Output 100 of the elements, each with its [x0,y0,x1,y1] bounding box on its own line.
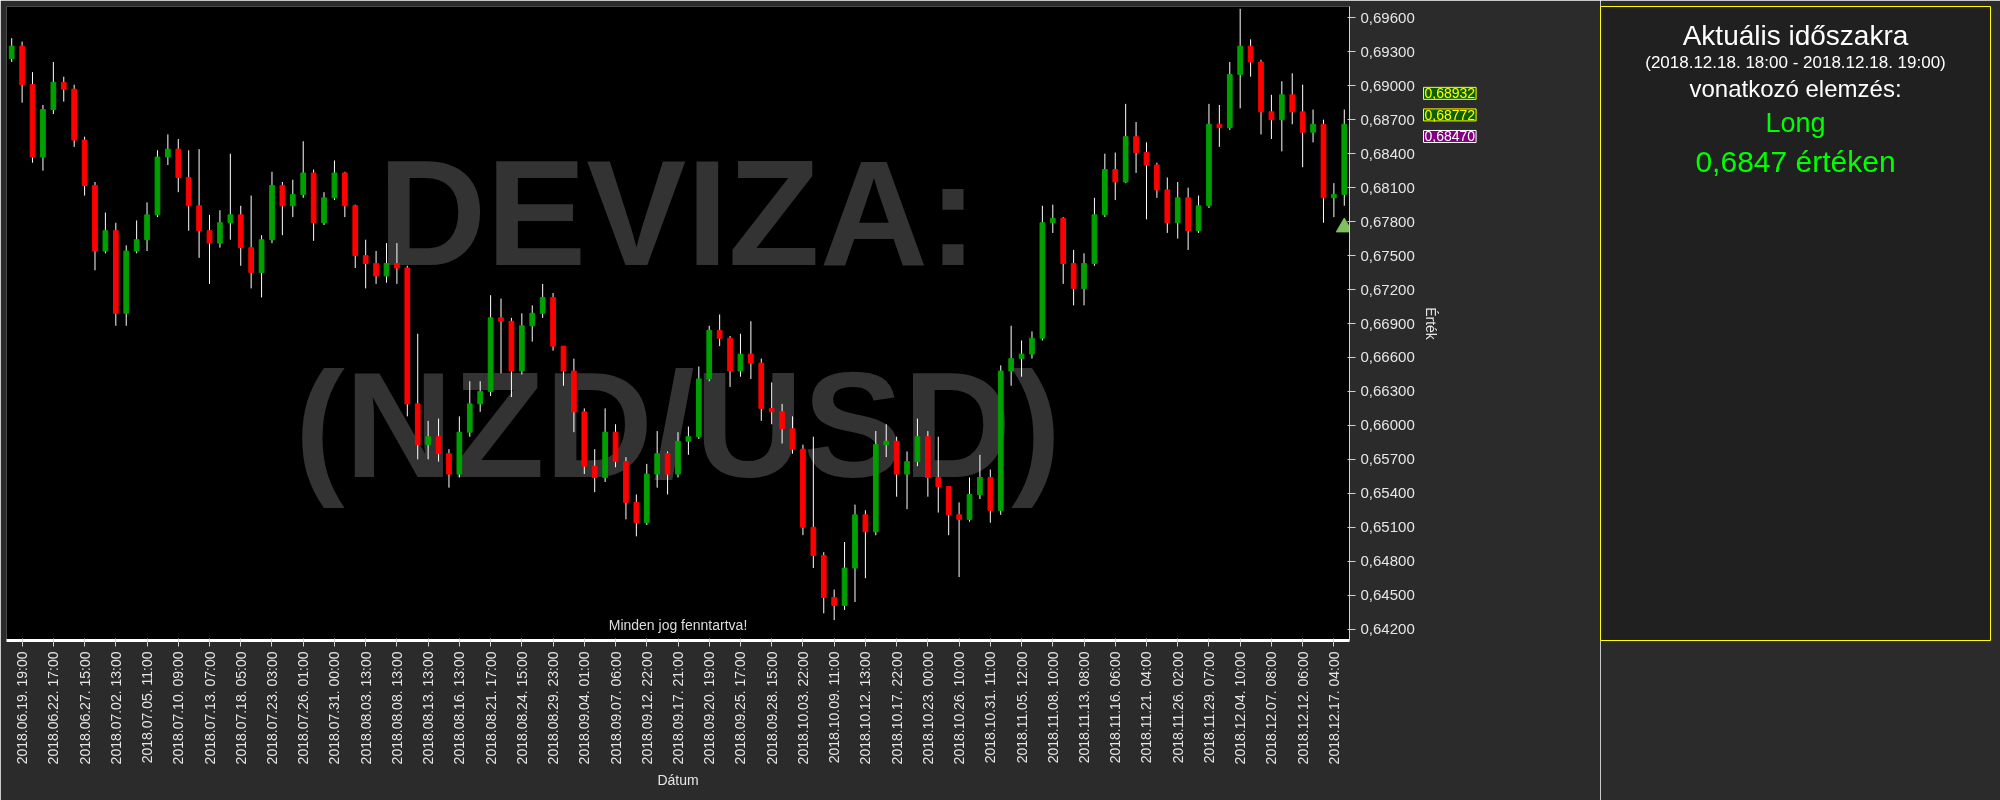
y-tick-label: 0,66900 [1360,314,1415,332]
x-tick-label: 2018.08.21. 17:00 [482,651,499,765]
x-tick-label: 2018.10.17. 22:00 [888,651,905,765]
y-tick-label: 0,66600 [1360,348,1415,366]
x-tick-label: 2018.10.31. 11:00 [982,651,999,764]
candlestick [362,239,369,289]
y-tick-label: 0,69600 [1360,8,1415,26]
candlestick [1143,141,1150,220]
y-tick-label: 0,67500 [1360,246,1415,264]
x-tick-label: 2018.07.10. 09:00 [170,651,187,765]
text: 0,68772 [1424,106,1476,123]
candlestick [300,140,307,199]
candlestick [1216,104,1223,148]
candlestick [206,214,213,285]
y-tick-label: 0,64500 [1360,586,1415,604]
x-tick-label: 2018.10.23. 00:00 [919,651,936,765]
x-tick-label: 2018.09.04. 01:00 [576,651,593,765]
x-tick-label: 2018.07.05. 11:00 [139,651,156,764]
x-tick-label: 2018.11.08. 10:00 [1044,651,1061,764]
candlestick [102,212,109,254]
candlestick [1268,94,1275,140]
y-tick-label: 0,64200 [1360,620,1415,638]
candlestick [1049,204,1056,234]
candlestick [831,589,838,621]
x-tick-label: 2018.07.13. 07:00 [201,651,218,765]
x-tick-label: 2018.11.26. 02:00 [1169,651,1186,764]
x-tick-label: 2018.06.27. 15:00 [76,651,93,765]
x-tick-label: 2018.10.09. 11:00 [826,651,843,764]
x-tick-label: 2018.11.16. 06:00 [1107,651,1124,764]
candlestick [529,304,536,343]
candlestick [373,250,379,285]
y-tick-label: 0,69300 [1360,42,1415,60]
x-tick-label: 2018.06.19. 19:00 [14,651,31,765]
y-axis-title: Érték [1422,307,1439,341]
x-tick-label: 2018.09.12. 22:00 [638,651,655,765]
y-tick-label: 0,67800 [1360,212,1415,230]
x-tick-label: 2018.07.26. 01:00 [295,651,312,765]
x-tick-label: 2018.08.16. 13:00 [451,651,468,765]
text: 0,6847 értéken [1695,145,1896,178]
x-tick-label: 2018.09.20. 19:00 [701,651,718,765]
x-tick-label: 2018.11.13. 08:00 [1076,651,1093,764]
candlestick [1289,72,1296,125]
y-tick-label: 0,68400 [1360,144,1415,162]
x-tick-label: 2018.11.05. 12:00 [1013,651,1030,764]
x-tick-label: 2018.10.03. 22:00 [794,651,811,765]
candlestick [1133,121,1139,174]
x-tick-label: 2018.12.12. 06:00 [1294,651,1311,765]
x-tick-label: 2018.08.13. 13:00 [420,651,437,765]
candlestick [539,283,546,319]
candlestick [289,179,296,218]
candlestick [1112,152,1119,201]
x-tick-label: 2018.07.18. 05:00 [232,651,249,765]
candlestick [716,313,723,347]
x-tick-label: 2018.10.26. 10:00 [951,651,968,765]
text: vonatkozó elemzés: [1689,75,1902,102]
text: 0,68932 [1424,85,1476,102]
x-tick-label: 2018.07.02. 13:00 [107,651,124,765]
x-tick-label: 2018.10.12. 13:00 [857,651,874,765]
x-tick-label: 2018.09.07. 06:00 [607,651,624,765]
y-tick-label: 0,64800 [1360,552,1415,570]
candlestick [279,181,286,236]
x-tick-label: 2018.07.23. 03:00 [263,651,280,765]
x-tick-label: 2018.07.31. 00:00 [326,651,343,765]
candlestick [1299,84,1306,168]
candlestick [1310,109,1316,143]
x-tick-label: 2018.09.17. 21:00 [670,651,686,765]
x-tick-label: 2018.11.29. 07:00 [1200,651,1217,764]
candlestick [217,209,223,249]
candlestick [60,76,67,103]
y-tick-label: 0,65400 [1360,484,1415,502]
candlestick [165,133,171,166]
candlestick [133,219,140,254]
y-tick-label: 0,68700 [1360,110,1415,128]
y-tick-label: 0,69000 [1360,76,1415,94]
x-tick-label: 2018.12.07. 08:00 [1263,651,1280,765]
text: Long [1765,107,1826,138]
y-tick-label: 0,65700 [1360,450,1415,468]
x-axis-title: Dátum [657,772,699,789]
x-tick-label: 2018.12.04. 10:00 [1232,651,1249,765]
x-tick-label: 2018.09.28. 15:00 [763,651,780,765]
x-tick-label: 2018.09.25. 17:00 [732,651,749,765]
annotation: Minden jog fenntartva! [608,616,748,633]
candlestick [1247,38,1254,78]
x-tick-label: 2018.08.03. 13:00 [357,651,374,765]
y-tick-label: 0,65100 [1360,518,1415,536]
candlestick [383,242,390,284]
text: (2018.12.18. 18:00 - 2018.12.18. 19:00) [1645,53,1946,72]
x-tick-label: 2018.08.29. 23:00 [545,651,562,765]
x-tick-label: 2018.12.17. 04:00 [1325,651,1342,765]
x-tick-label: 2018.08.24. 15:00 [513,651,530,765]
text: 0,68470 [1424,128,1476,145]
y-tick-label: 0,67200 [1360,280,1415,298]
candlestick [862,509,869,579]
x-tick-label: 2018.06.22. 17:00 [45,651,62,765]
candlestick [8,37,15,63]
x-tick-label: 2018.11.21. 04:00 [1138,651,1155,764]
y-tick-label: 0,66300 [1360,382,1415,400]
text: Aktuális időszakra [1682,20,1909,51]
candlestick [1331,182,1337,218]
y-tick-label: 0,68100 [1360,178,1415,196]
